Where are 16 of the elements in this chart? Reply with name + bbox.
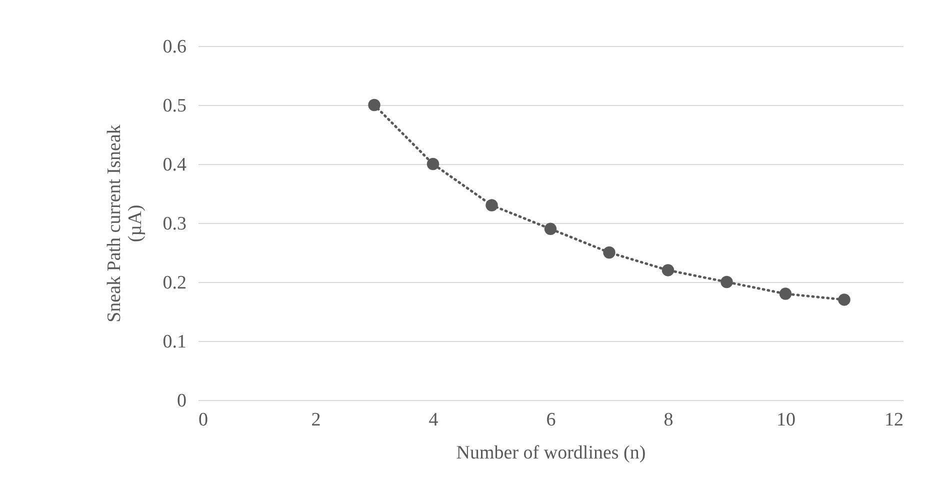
y-tick-label: 0.4 [162, 154, 187, 176]
x-tick-label: 0 [198, 410, 208, 430]
x-tick-label: 2 [311, 410, 321, 430]
y-axis-title: Sneak Path current Isneak (µA) [104, 124, 146, 322]
x-tick-label: 12 [884, 410, 904, 430]
x-tick-label: 10 [776, 410, 796, 430]
x-tick-label: 8 [664, 410, 674, 430]
x-axis-title: Number of wordlines (n) [456, 442, 646, 464]
y-tick-label: 0.5 [162, 96, 186, 116]
x-tick-label: 4 [428, 410, 439, 430]
y-tick-label: 0.3 [162, 214, 186, 234]
y-tick-label: 0 [177, 390, 186, 412]
y-tick-label: 0.1 [162, 332, 186, 352]
y-tick-label: 0.6 [162, 36, 186, 58]
y-tick-label: 0.2 [162, 272, 186, 294]
x-tick-label: 6 [546, 410, 556, 430]
